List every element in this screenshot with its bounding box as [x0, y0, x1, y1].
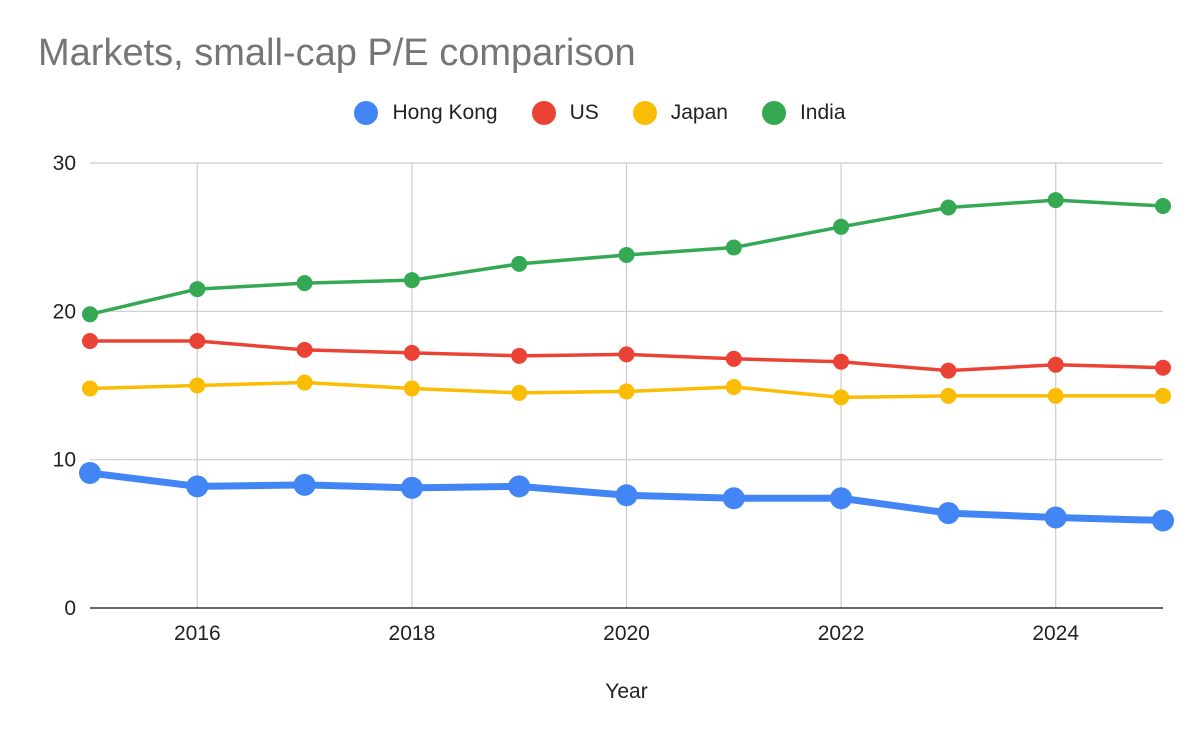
data-point-hong-kong-2022 [830, 487, 853, 510]
legend-item-japan[interactable]: Japan [632, 101, 728, 125]
data-point-india-2021 [725, 239, 742, 256]
data-point-hong-kong-2015 [79, 462, 101, 485]
legend-label-us: US [569, 101, 599, 124]
data-point-india-2015 [82, 306, 98, 323]
data-point-japan-2023 [940, 387, 957, 404]
data-point-india-2017 [296, 275, 313, 292]
legend-swatch-japan [632, 101, 657, 125]
y-tick-label-20: 20 [53, 300, 76, 323]
data-point-hong-kong-2025 [1152, 509, 1174, 532]
x-tick-label-2016: 2016 [174, 622, 221, 645]
data-point-hong-kong-2016 [186, 475, 209, 498]
data-point-us-2024 [1047, 356, 1064, 373]
data-point-us-2017 [296, 341, 313, 358]
data-point-us-2015 [82, 333, 98, 349]
data-point-india-2022 [833, 218, 850, 235]
data-point-us-2019 [511, 347, 528, 364]
legend-label-japan: Japan [670, 101, 728, 124]
data-point-japan-2021 [725, 378, 742, 395]
data-point-japan-2024 [1047, 387, 1064, 404]
legend: Hong Kong US Japan India [0, 96, 1200, 130]
data-point-india-2020 [618, 246, 635, 263]
y-tick-label-0: 0 [64, 597, 76, 620]
data-point-japan-2018 [403, 380, 420, 397]
data-point-japan-2025 [1155, 387, 1171, 404]
data-point-india-2024 [1047, 192, 1064, 209]
data-point-us-2018 [403, 344, 420, 361]
data-point-india-2025 [1155, 198, 1171, 215]
legend-swatch-us [531, 101, 556, 125]
x-axis-title: Year [605, 680, 647, 703]
legend-item-us[interactable]: US [531, 101, 599, 125]
x-tick-label-2018: 2018 [389, 622, 436, 645]
legend-swatch-hong-kong [354, 101, 379, 125]
data-point-hong-kong-2017 [293, 473, 316, 496]
x-tick-label-2020: 2020 [603, 622, 650, 645]
data-point-us-2023 [940, 362, 957, 379]
data-point-hong-kong-2020 [615, 484, 638, 507]
legend-item-hong-kong[interactable]: Hong Kong [354, 101, 498, 125]
data-point-us-2022 [833, 353, 850, 370]
data-point-japan-2016 [189, 377, 206, 394]
data-point-us-2020 [618, 346, 635, 363]
data-point-japan-2017 [296, 374, 313, 391]
data-point-japan-2022 [833, 389, 850, 406]
data-point-hong-kong-2023 [937, 502, 960, 525]
legend-label-india: India [799, 101, 846, 124]
x-tick-label-2022: 2022 [818, 622, 865, 645]
y-tick-label-10: 10 [53, 449, 76, 472]
data-point-india-2023 [940, 199, 957, 216]
data-point-india-2016 [189, 281, 206, 298]
data-point-hong-kong-2019 [508, 475, 531, 498]
data-point-hong-kong-2018 [400, 476, 423, 499]
data-point-us-2016 [189, 333, 206, 349]
data-point-us-2025 [1155, 359, 1171, 376]
legend-swatch-india [761, 101, 786, 125]
x-tick-label-2024: 2024 [1032, 622, 1079, 645]
legend-item-india[interactable]: India [761, 101, 846, 125]
legend-label-hong-kong: Hong Kong [392, 101, 498, 124]
y-tick-label-30: 30 [53, 152, 76, 175]
data-point-japan-2015 [82, 380, 98, 397]
chart-title: Markets, small-cap P/E comparison [38, 32, 636, 74]
data-point-japan-2020 [618, 383, 635, 400]
data-point-india-2018 [403, 272, 420, 289]
data-point-hong-kong-2021 [722, 487, 745, 510]
data-point-hong-kong-2024 [1044, 506, 1067, 529]
data-point-us-2021 [725, 350, 742, 367]
data-point-india-2019 [511, 255, 528, 272]
data-point-japan-2019 [511, 384, 528, 401]
